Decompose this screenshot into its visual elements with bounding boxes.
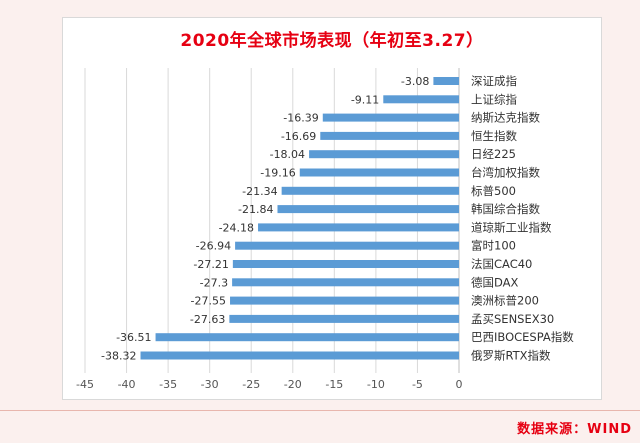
- x-tick-label: -45: [76, 378, 94, 391]
- category-label: 纳斯达克指数: [471, 111, 540, 125]
- category-label: 日经225: [471, 147, 516, 161]
- value-label: -18.04: [270, 148, 305, 161]
- category-label: 道琼斯工业指数: [471, 220, 552, 234]
- source-note: 数据来源：WIND: [517, 422, 632, 437]
- bar: [230, 296, 459, 305]
- category-label: 上证综指: [471, 92, 517, 106]
- category-label: 澳洲标普200: [471, 294, 539, 308]
- chart-title: 2020年全球市场表现（年初至3.27）: [180, 31, 484, 51]
- value-label: -38.32: [101, 350, 136, 363]
- bar: [229, 314, 459, 323]
- value-label: -27.55: [191, 295, 226, 308]
- x-tick-label: -15: [325, 378, 343, 391]
- bar: [281, 186, 459, 195]
- value-label: -24.18: [219, 221, 254, 234]
- bar: [322, 113, 459, 122]
- bar: [433, 77, 459, 85]
- bar: [155, 333, 459, 342]
- chart-card: 2020年全球市场表现（年初至3.27） -3.08 -9.11 -16.39 -16…: [62, 17, 602, 400]
- category-label: 富时100: [471, 239, 516, 253]
- bar-chart: -3.08 -9.11 -16.39 -16.69 -18.04 -19.16 -21.34…: [76, 68, 574, 391]
- value-label: -26.94: [196, 240, 231, 253]
- x-tick-label: -35: [159, 378, 177, 391]
- bar: [299, 168, 459, 177]
- bar: [140, 351, 459, 360]
- category-label: 深证成指: [471, 74, 517, 88]
- category-label: 韩国综合指数: [471, 202, 540, 216]
- value-labels: -3.08 -9.11 -16.39 -16.69 -18.04 -19.16 -21.34…: [101, 75, 429, 363]
- category-label: 恒生指数: [471, 129, 517, 143]
- bar: [232, 260, 459, 268]
- x-tick-labels: -45 -40 -35 -30 -25 -20 -15 -10 -5 0: [76, 378, 462, 391]
- bar: [309, 150, 459, 159]
- category-label: 巴西IBOCESPA指数: [471, 330, 574, 344]
- category-label: 俄罗斯RTX指数: [471, 349, 551, 363]
- x-tick-label: -5: [412, 378, 423, 391]
- category-label: 法国CAC40: [471, 257, 532, 271]
- footer-divider: [0, 410, 640, 411]
- category-label: 台湾加权指数: [471, 166, 540, 180]
- value-label: -16.39: [283, 112, 318, 125]
- bar: [320, 131, 459, 140]
- x-tick-label: -40: [118, 378, 136, 391]
- x-tick-label: -20: [284, 378, 302, 391]
- category-label: 标普500: [471, 184, 516, 198]
- bar: [383, 95, 459, 104]
- value-label: -16.69: [281, 130, 316, 143]
- x-tick-label: -25: [242, 378, 260, 391]
- bar: [277, 205, 459, 214]
- value-label: -21.34: [242, 185, 277, 198]
- x-tick-label: -10: [367, 378, 385, 391]
- x-tick-label: -30: [201, 378, 219, 391]
- bar: [235, 241, 459, 250]
- value-label: -27.3: [200, 276, 228, 289]
- x-tick-label: 0: [456, 378, 463, 391]
- value-label: -19.16: [260, 167, 295, 180]
- value-label: -9.11: [351, 93, 379, 106]
- category-label: 孟买SENSEX30: [471, 312, 554, 326]
- value-label: -3.08: [401, 75, 429, 88]
- value-label: -36.51: [116, 331, 151, 344]
- bar: [258, 223, 459, 232]
- value-label: -27.63: [190, 313, 225, 326]
- value-label: -27.21: [193, 258, 228, 271]
- bar: [232, 278, 459, 287]
- value-label: -21.84: [238, 203, 273, 216]
- category-label: 德国DAX: [471, 275, 519, 289]
- bars: [140, 77, 459, 360]
